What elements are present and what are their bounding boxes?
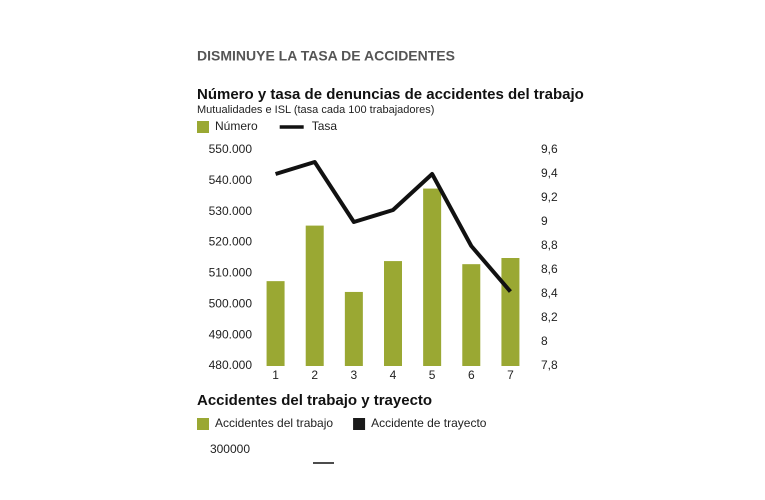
chart-title: Número y tasa de denuncias de accidentes…: [197, 86, 584, 103]
y-tick-label: 540.000: [209, 173, 253, 187]
legend-label: Número: [215, 119, 258, 133]
y2-tick-label: 7,8: [541, 358, 558, 372]
y2-tick-label: 8: [541, 334, 548, 348]
y-tick-label: 520.000: [209, 235, 253, 249]
chart-title: Accidentes del trabajo y trayecto: [197, 392, 432, 409]
x-tick-label: 7: [507, 368, 514, 382]
legend-label: Tasa: [312, 119, 338, 133]
y2-tick-label: 9: [541, 214, 548, 228]
legend-swatch: [197, 121, 209, 133]
chart-subtitle: Mutualidades e ISL (tasa cada 100 trabaj…: [197, 104, 434, 116]
bar: [384, 261, 402, 366]
y2-tick-label: 9,4: [541, 166, 558, 180]
y-tick-label: 510.000: [209, 266, 253, 280]
legend-swatch: [197, 418, 209, 430]
y2-tick-label: 8,8: [541, 238, 558, 252]
bar: [501, 258, 520, 366]
y2-tick-label: 8,6: [541, 262, 558, 276]
x-tick-label: 5: [429, 368, 436, 382]
legend-swatch: [353, 418, 366, 430]
bar: [423, 188, 442, 366]
page-title: DISMINUYE LA TASA DE ACCIDENTES: [197, 48, 455, 64]
y-tick-label: 490.000: [209, 327, 253, 341]
x-tick-label: 4: [390, 368, 397, 382]
y2-tick-label: 8,2: [541, 310, 558, 324]
x-tick-label: 2: [311, 368, 318, 382]
y-tick-label: 550.000: [209, 142, 253, 156]
bar: [305, 225, 324, 366]
y-tick-label: 480.000: [209, 358, 253, 372]
legend-label: Accidente de trayecto: [371, 416, 487, 430]
y-tick-label: 300000: [210, 442, 250, 456]
bar: [462, 264, 481, 366]
x-tick-label: 6: [468, 368, 475, 382]
y-tick-label: 530.000: [209, 204, 253, 218]
y2-tick-label: 9,6: [541, 142, 558, 156]
y-tick-label: 500.000: [209, 296, 253, 310]
legend-label: Accidentes del trabajo: [215, 416, 333, 430]
bar: [344, 291, 363, 366]
y2-tick-label: 9,2: [541, 190, 558, 204]
line: [274, 160, 512, 293]
x-tick-label: 3: [351, 368, 358, 382]
y2-tick-label: 8,4: [541, 286, 558, 300]
x-tick-label: 1: [272, 368, 279, 382]
bar: [266, 281, 285, 366]
